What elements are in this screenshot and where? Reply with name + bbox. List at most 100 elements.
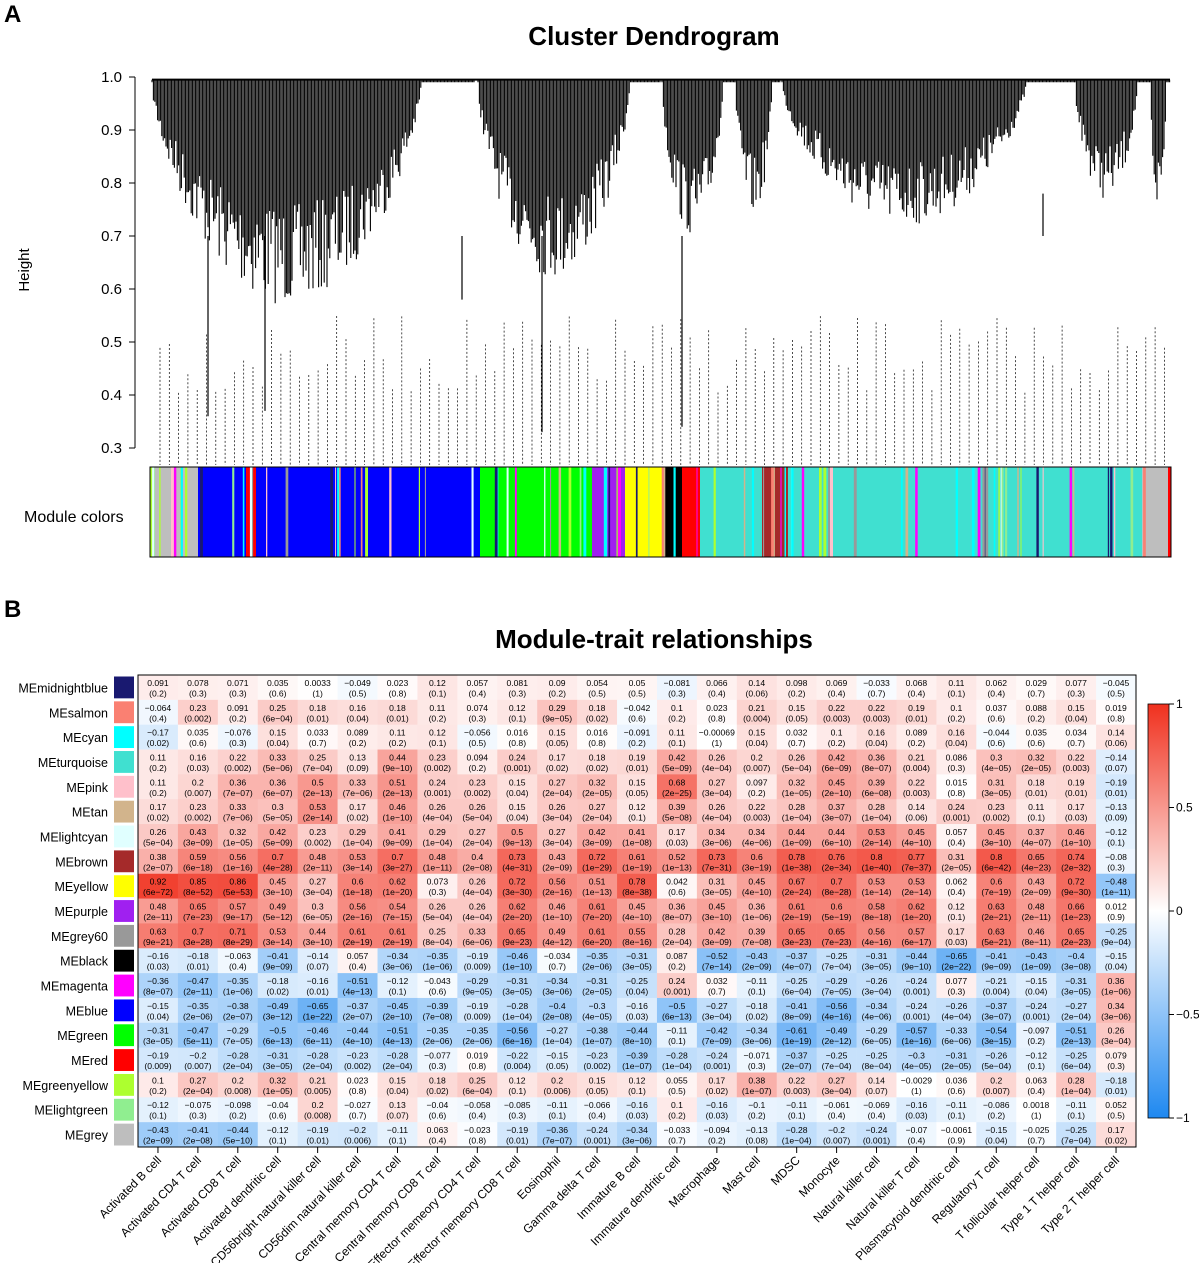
dendrogram-cluster bbox=[734, 79, 781, 207]
cell-pvalue: (3e−06) bbox=[622, 1136, 652, 1146]
heatmap-cell bbox=[776, 848, 817, 875]
cell-correlation: 0.27 bbox=[190, 1075, 207, 1085]
module-swatch bbox=[114, 726, 134, 749]
cell-pvalue: (0.05) bbox=[546, 1061, 569, 1071]
heatmap-cell bbox=[776, 873, 817, 899]
cell-pvalue: (0.2) bbox=[668, 1111, 686, 1121]
cell-correlation: 0.7 bbox=[192, 926, 204, 936]
cell-pvalue: (1e−16) bbox=[902, 1036, 932, 1046]
cell-correlation: −0.04 bbox=[267, 1100, 289, 1110]
cell-pvalue: (0.002) bbox=[583, 1061, 610, 1071]
cell-correlation: −0.51 bbox=[387, 1026, 409, 1036]
cell-pvalue: (0.09) bbox=[346, 763, 369, 773]
heatmap-cell bbox=[457, 873, 498, 899]
cell-correlation: −0.29 bbox=[227, 1026, 249, 1036]
cell-correlation: 0.43 bbox=[190, 827, 207, 837]
colorbar-gradient bbox=[1147, 703, 1170, 1119]
cell-correlation: 0.16 bbox=[190, 752, 207, 762]
cell-correlation: −0.24 bbox=[706, 1051, 728, 1061]
cell-pvalue: (0.8) bbox=[349, 1086, 367, 1096]
cell-pvalue: (4e−10) bbox=[742, 887, 772, 897]
heatmap-cell bbox=[577, 948, 618, 974]
cell-pvalue: (2e−11) bbox=[1022, 912, 1051, 922]
module-label: MEturquoise bbox=[38, 756, 108, 770]
cell-pvalue: (0.7) bbox=[868, 688, 886, 698]
heatmap-cell bbox=[696, 973, 738, 999]
cell-correlation: 0.65 bbox=[828, 926, 845, 936]
cell-correlation: −0.54 bbox=[985, 1026, 1007, 1036]
heatmap-cell bbox=[1056, 923, 1097, 949]
cell-correlation: −0.033 bbox=[863, 678, 890, 688]
cell-correlation: −0.091 bbox=[624, 728, 651, 738]
cell-pvalue: (1e−14) bbox=[862, 887, 892, 897]
cell-pvalue: (8e−07) bbox=[862, 763, 892, 773]
cell-correlation: 0.12 bbox=[629, 802, 646, 812]
cell-correlation: 0.091 bbox=[147, 678, 169, 688]
cell-pvalue: (5e−12) bbox=[263, 912, 293, 922]
cell-pvalue: (7e−20) bbox=[582, 912, 612, 922]
cell-pvalue: (2e−16) bbox=[542, 887, 572, 897]
cell-correlation: 0.15 bbox=[788, 703, 805, 713]
cell-pvalue: (0.03) bbox=[147, 962, 170, 972]
heatmap-cell bbox=[1096, 799, 1137, 825]
cell-pvalue: (0.003) bbox=[1063, 763, 1090, 773]
cell-pvalue: (1) bbox=[1031, 1111, 1042, 1121]
cell-correlation: 0.26 bbox=[1108, 1026, 1125, 1036]
cell-correlation: 0.92 bbox=[150, 877, 167, 887]
cell-correlation: 0.05 bbox=[629, 678, 646, 688]
heatmap-cell bbox=[696, 923, 738, 949]
cell-pvalue: (4e−04) bbox=[462, 912, 492, 922]
cell-correlation: −0.063 bbox=[225, 951, 252, 961]
cell-correlation: −0.24 bbox=[906, 1001, 928, 1011]
cell-correlation: 0.19 bbox=[629, 752, 646, 762]
heatmap-cell bbox=[217, 973, 259, 999]
cell-pvalue: (0.8) bbox=[1107, 713, 1125, 723]
cell-correlation: −0.14 bbox=[1105, 752, 1127, 762]
cell-correlation: 0.73 bbox=[708, 852, 725, 862]
heatmap-cell bbox=[1096, 848, 1137, 875]
cell-correlation: −0.47 bbox=[187, 1026, 209, 1036]
heatmap-cell bbox=[656, 799, 698, 825]
cell-correlation: 0.41 bbox=[629, 827, 646, 837]
cell-pvalue: (8e−38) bbox=[622, 887, 652, 897]
y-tick-label: 0.4 bbox=[101, 387, 122, 404]
cell-pvalue: (2e−09) bbox=[742, 962, 772, 972]
heatmap-cell bbox=[297, 799, 338, 825]
cell-correlation: 0.23 bbox=[190, 703, 207, 713]
cell-pvalue: (5e−09) bbox=[662, 763, 692, 773]
cell-pvalue: (0.2) bbox=[828, 738, 846, 748]
cell-correlation: 0.057 bbox=[347, 951, 369, 961]
cell-correlation: −0.61 bbox=[786, 1026, 808, 1036]
cell-correlation: 0.31 bbox=[708, 877, 725, 887]
cell-pvalue: (9e−23) bbox=[502, 937, 532, 947]
cell-pvalue: (0.01) bbox=[1105, 1086, 1128, 1096]
cell-pvalue: (2e−04) bbox=[303, 1061, 333, 1071]
cell-pvalue: (0.002) bbox=[304, 837, 331, 847]
cell-pvalue: (0.1) bbox=[389, 987, 407, 997]
cell-correlation: 0.48 bbox=[150, 902, 167, 912]
cell-correlation: 0.78 bbox=[788, 852, 805, 862]
cell-pvalue: (2e−19) bbox=[343, 937, 373, 947]
cell-correlation: 0.42 bbox=[708, 926, 725, 936]
cell-correlation: 0.18 bbox=[429, 1075, 446, 1085]
heatmap-cell bbox=[976, 675, 1017, 701]
cell-pvalue: (0.01) bbox=[626, 763, 649, 773]
cell-pvalue: (0.02) bbox=[346, 813, 369, 823]
cell-pvalue: (5e−04) bbox=[422, 912, 452, 922]
heatmap-cell bbox=[976, 898, 1017, 924]
heatmap-cell bbox=[497, 799, 538, 825]
cell-pvalue: (0.04) bbox=[346, 713, 369, 723]
cell-pvalue: (7e−19) bbox=[981, 887, 1011, 897]
cell-correlation: 0.26 bbox=[429, 902, 446, 912]
cell-pvalue: (0.5) bbox=[1107, 688, 1125, 698]
cell-correlation: 0.032 bbox=[706, 976, 728, 986]
cell-pvalue: (0.02) bbox=[546, 763, 569, 773]
cell-pvalue: (0.001) bbox=[663, 987, 690, 997]
heatmap-cell bbox=[138, 848, 179, 875]
cell-correlation: 0.62 bbox=[389, 877, 406, 887]
cell-pvalue: (1e−10) bbox=[502, 962, 532, 972]
heatmap-cell bbox=[577, 923, 618, 949]
cell-pvalue: (6e−20) bbox=[582, 937, 612, 947]
cell-correlation: 0.32 bbox=[788, 777, 805, 787]
y-tick-label: 0.7 bbox=[101, 228, 122, 245]
